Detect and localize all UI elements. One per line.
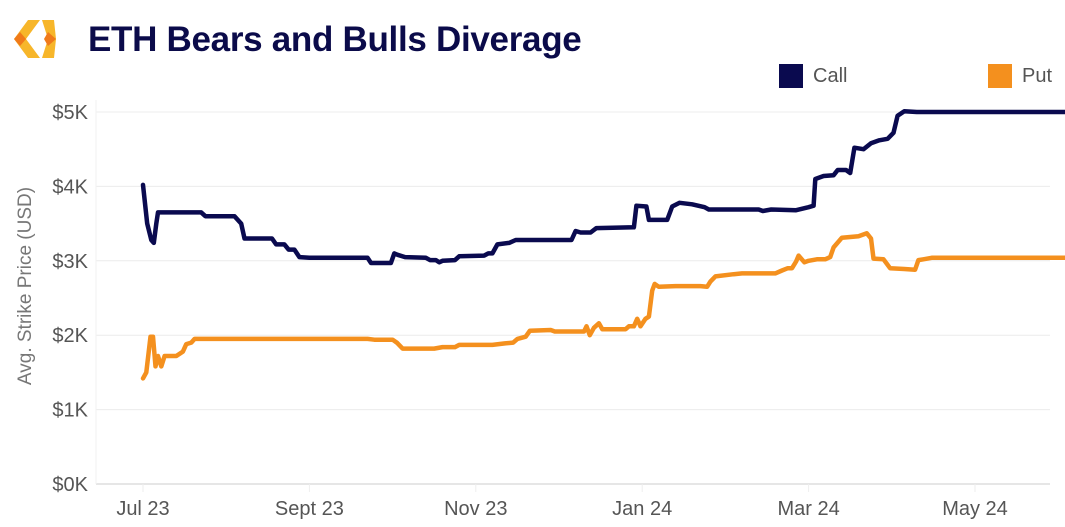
legend-label-put: Put [1022,64,1053,87]
x-tick-label: Jan 24 [612,498,672,520]
series-line-put [140,231,1065,381]
legend-label-call: Call [813,64,848,87]
x-tick-label: May 24 [942,498,1008,520]
x-tick-label: Mar 24 [777,498,839,520]
legend-swatch-call [779,64,803,88]
y-tick-label: $4K [52,176,88,198]
legend-swatch-put [988,64,1012,88]
y-axis-ticks: $0K $1K $2K $3K $4K $5K [52,102,88,496]
chart-title: ETH Bears and Bulls Diverage [88,20,582,59]
series-lines [140,109,1065,381]
y-tick-label: $0K [52,474,88,496]
y-tick-label: $1K [52,400,88,422]
y-tick-label: $5K [52,102,88,124]
series-line-call [140,109,1065,266]
legend-item-call[interactable]: Call [779,64,847,88]
brand-logo-icon [14,20,56,58]
x-tick-label: Nov 23 [444,498,507,520]
x-tick-label: Sept 23 [275,498,344,520]
legend-item-put[interactable]: Put [988,64,1052,88]
y-tick-label: $3K [52,251,88,273]
x-axis-ticks: Jul 23 Sept 23 Nov 23 Jan 24 Mar 24 May 24 [116,484,1008,520]
y-tick-label: $2K [52,325,88,347]
gridlines [95,100,1050,485]
x-tick-label: Jul 23 [116,498,169,520]
